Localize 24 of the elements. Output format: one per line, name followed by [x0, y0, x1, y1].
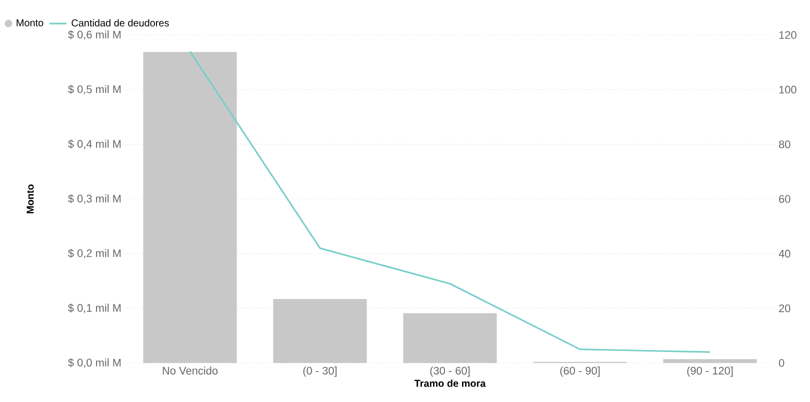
y-tick-label: $ 0,6 mil M: [68, 30, 121, 40]
y-tick-label: $ 0,5 mil M: [68, 84, 121, 94]
x-tick-label: (60 - 90]: [560, 366, 600, 377]
y-tick-label: $ 0,2 mil M: [68, 248, 121, 258]
y-tick-label: $ 0,0 mil M: [68, 358, 121, 368]
y-tick-label: $ 0,3 mil M: [68, 194, 121, 204]
y-axis-title: Monto: [26, 184, 34, 214]
y2-tick-label: 60: [779, 195, 790, 203]
legend-label: Cantidad de deudores: [72, 19, 169, 26]
y2-tick-label: 120: [779, 31, 796, 39]
x-axis-title: Tramo de mora: [414, 380, 486, 387]
y2-tick-label: 40: [778, 250, 790, 258]
x-tick-label: (0 - 30]: [303, 366, 337, 377]
x-tick-label: (30 - 60]: [430, 366, 470, 377]
y2-tick-label: 80: [778, 140, 790, 148]
x-tick-label: (90 - 120]: [687, 366, 733, 377]
y2-tick-label: 20: [779, 304, 790, 312]
line-series: [189, 50, 711, 353]
y-tick-label: $ 0,4 mil M: [68, 140, 121, 150]
y2-tick-label: 100: [779, 86, 796, 94]
y-tick-label: $ 0,1 mil M: [68, 304, 121, 314]
legend-label: Monto: [16, 19, 44, 26]
y2-tick-label: 0: [778, 359, 784, 367]
x-tick-label: No Vencido: [162, 366, 218, 375]
